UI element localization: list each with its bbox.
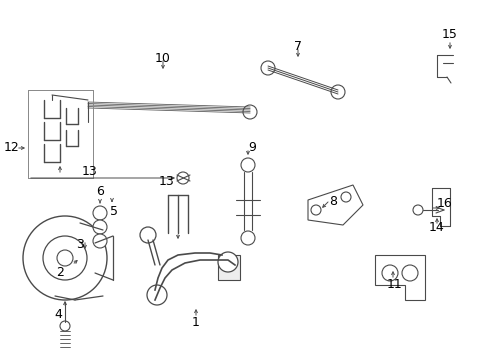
Circle shape [261, 61, 274, 75]
Text: 14: 14 [428, 221, 444, 234]
Polygon shape [374, 255, 424, 300]
Circle shape [23, 216, 107, 300]
Circle shape [93, 206, 107, 220]
Circle shape [93, 234, 107, 248]
Text: 13: 13 [82, 166, 98, 179]
Circle shape [43, 236, 87, 280]
Circle shape [243, 105, 257, 119]
Text: 1: 1 [192, 315, 200, 328]
Text: 6: 6 [96, 185, 104, 198]
Text: 5: 5 [110, 206, 118, 219]
Circle shape [60, 321, 70, 331]
Circle shape [241, 231, 254, 245]
Polygon shape [307, 185, 362, 225]
Text: 4: 4 [54, 309, 62, 321]
Circle shape [140, 227, 156, 243]
Text: 7: 7 [293, 40, 302, 53]
Circle shape [381, 265, 397, 281]
Polygon shape [218, 255, 240, 280]
Text: 8: 8 [328, 195, 336, 208]
Circle shape [412, 205, 422, 215]
Circle shape [57, 250, 73, 266]
Circle shape [147, 285, 167, 305]
Circle shape [340, 192, 350, 202]
Circle shape [218, 252, 238, 272]
Circle shape [401, 265, 417, 281]
Circle shape [310, 205, 320, 215]
Text: 11: 11 [386, 278, 402, 291]
Text: 3: 3 [76, 238, 84, 252]
Text: 16: 16 [436, 198, 452, 211]
Text: 13: 13 [159, 175, 175, 189]
Text: 15: 15 [441, 28, 457, 41]
Text: 12: 12 [4, 141, 20, 154]
Circle shape [177, 172, 189, 184]
Text: 10: 10 [155, 51, 171, 64]
Text: 2: 2 [56, 265, 64, 279]
Text: 9: 9 [247, 141, 255, 154]
Circle shape [330, 85, 345, 99]
Circle shape [241, 158, 254, 172]
Circle shape [93, 220, 107, 234]
